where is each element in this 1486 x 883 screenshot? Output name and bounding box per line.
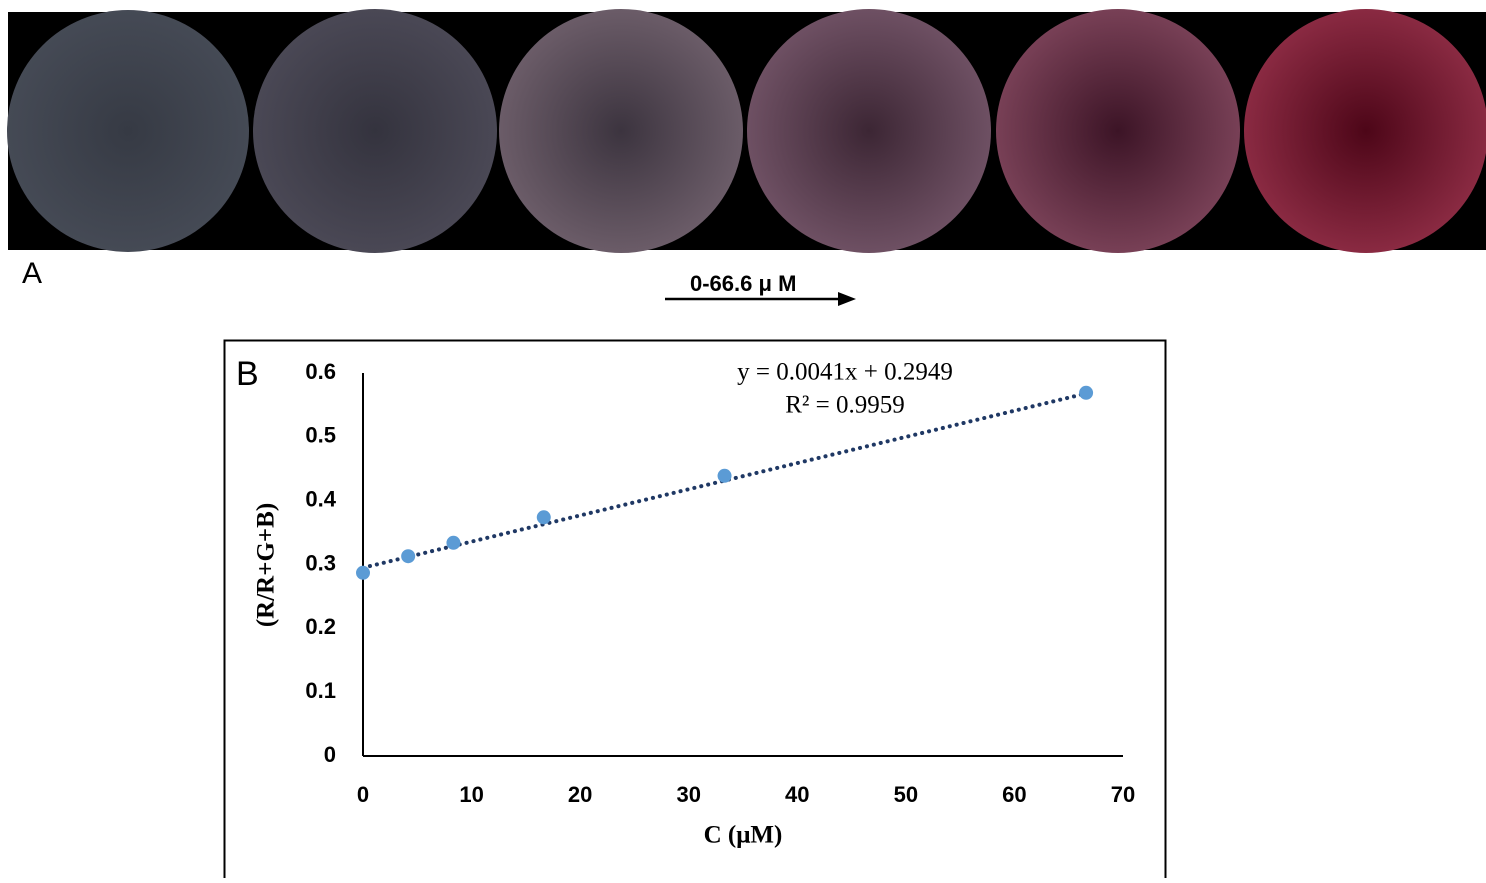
x-tick-label: 70 xyxy=(1111,782,1135,807)
y-tick-label: 0 xyxy=(324,742,336,767)
x-axis-label: C (μM) xyxy=(704,822,783,849)
sample-well xyxy=(253,9,497,253)
sample-well xyxy=(1244,9,1486,253)
x-tick-label: 10 xyxy=(459,782,483,807)
y-tick-label: 0.6 xyxy=(305,359,336,384)
sample-well xyxy=(7,10,249,252)
data-point xyxy=(536,510,551,525)
y-tick-label: 0.4 xyxy=(305,486,336,511)
x-tick-label: 20 xyxy=(568,782,592,807)
panel-label: A xyxy=(22,257,42,290)
equation: y = 0.0041x + 0.2949 xyxy=(737,359,953,386)
sample-well xyxy=(996,9,1240,253)
panel-label: B xyxy=(236,355,259,393)
sample-well xyxy=(747,9,991,253)
arrow-head xyxy=(838,292,856,306)
data-point xyxy=(446,535,461,550)
sample-well xyxy=(499,9,743,253)
x-tick-label: 0 xyxy=(357,782,369,807)
x-tick-label: 30 xyxy=(676,782,700,807)
r-squared: R² = 0.9959 xyxy=(785,392,905,419)
x-tick-label: 40 xyxy=(785,782,809,807)
y-tick-label: 0.1 xyxy=(305,678,336,703)
x-tick-label: 60 xyxy=(1002,782,1026,807)
data-point xyxy=(356,565,370,580)
data-point xyxy=(1079,385,1094,400)
range-label: 0-66.6 μ M xyxy=(690,271,796,296)
chart-frame xyxy=(223,339,1167,883)
y-tick-label: 0.3 xyxy=(305,550,336,575)
data-point xyxy=(401,549,416,564)
y-tick-label: 0.5 xyxy=(305,423,336,448)
y-tick-label: 0.2 xyxy=(305,614,336,639)
x-tick-label: 50 xyxy=(894,782,918,807)
y-axis-label: (R/R+G+B) xyxy=(253,503,280,627)
data-point xyxy=(717,468,732,483)
